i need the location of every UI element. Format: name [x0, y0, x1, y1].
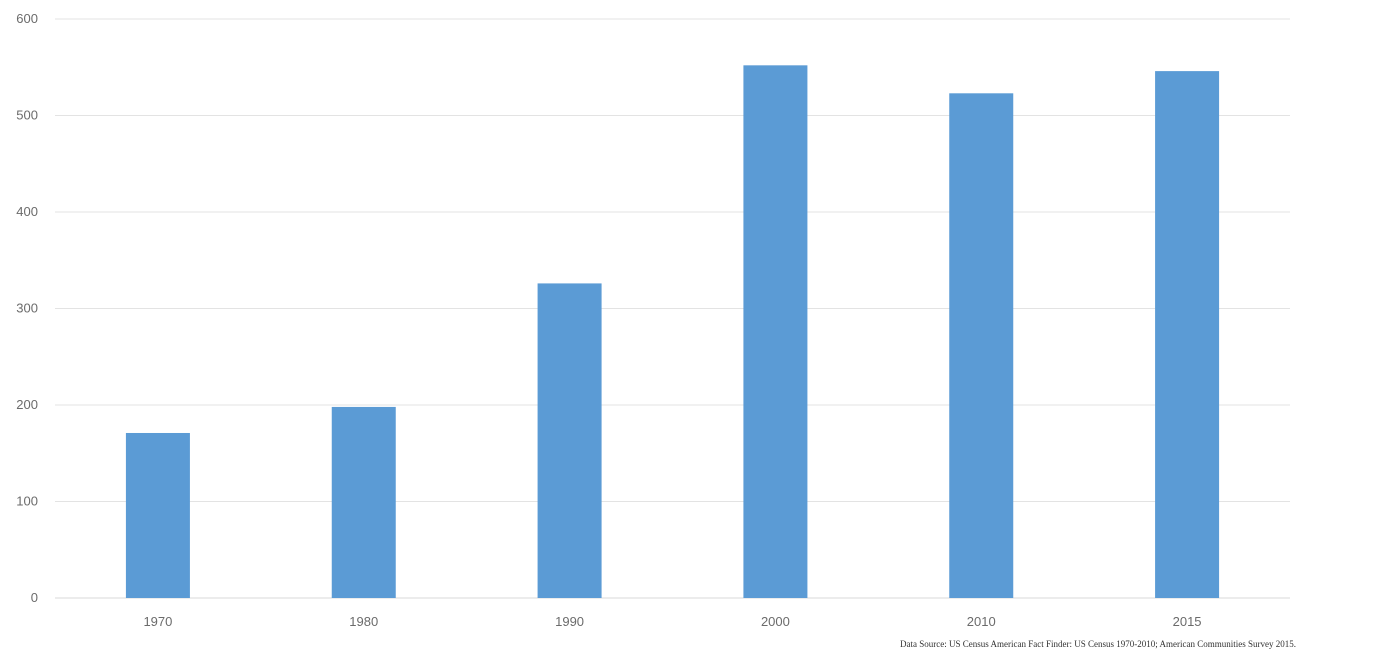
y-tick-label: 500 [16, 108, 38, 123]
bar-2015 [1155, 71, 1220, 599]
bar-2000 [743, 65, 808, 598]
x-tick-label: 2000 [761, 614, 790, 629]
bar-2010 [949, 93, 1014, 599]
bars [125, 65, 1220, 599]
gridlines [55, 18, 1290, 599]
bar-1980 [331, 406, 396, 598]
x-tick-label: 1990 [555, 614, 584, 629]
data-source-note: Data Source: US Census American Fact Fin… [900, 639, 1296, 649]
bar-1990 [537, 283, 602, 598]
x-tick-label: 1980 [349, 614, 378, 629]
y-tick-label: 300 [16, 301, 38, 316]
y-tick-label: 200 [16, 397, 38, 412]
x-axis-ticks: 1970 1980 1990 2000 2010 2015 [143, 614, 1201, 629]
y-tick-label: 0 [31, 590, 38, 605]
x-tick-label: 2015 [1173, 614, 1202, 629]
y-axis-ticks: 0 100 200 300 400 500 600 [16, 11, 38, 605]
y-tick-label: 400 [16, 204, 38, 219]
x-tick-label: 1970 [143, 614, 172, 629]
y-tick-label: 600 [16, 11, 38, 26]
x-tick-label: 2010 [967, 614, 996, 629]
bar-1970 [125, 432, 190, 598]
y-tick-label: 100 [16, 494, 38, 509]
